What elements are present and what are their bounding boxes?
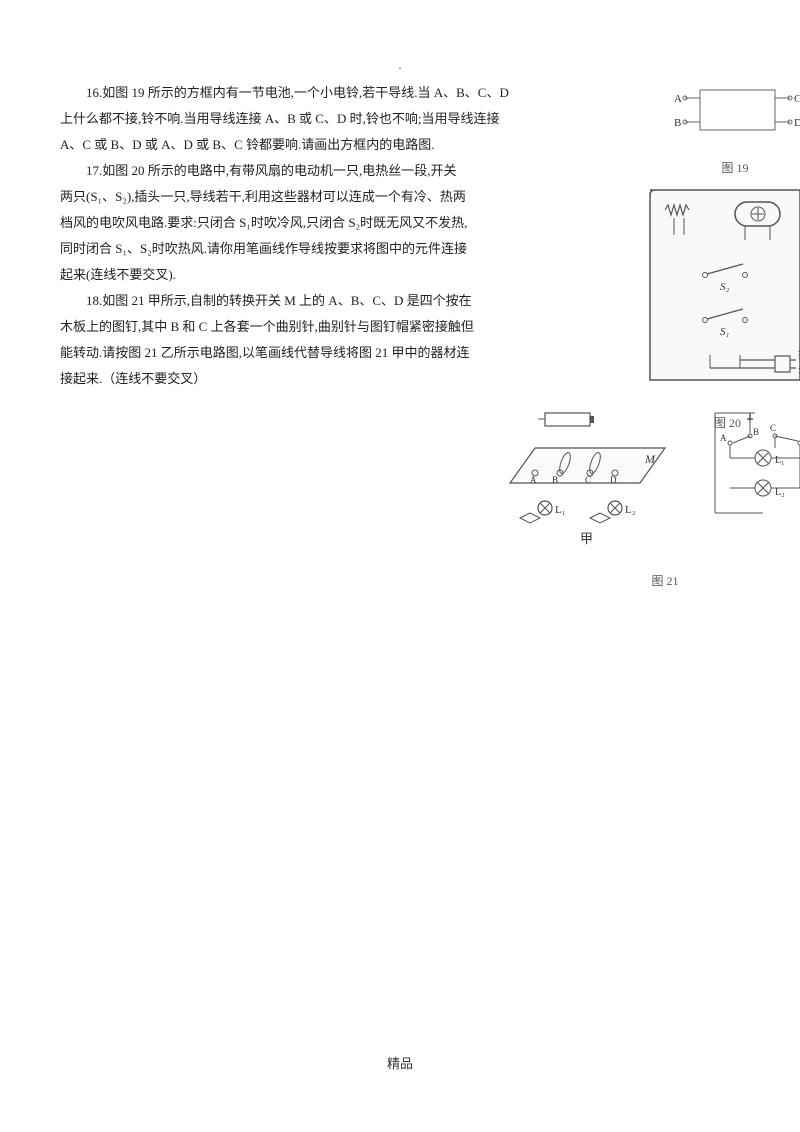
fig19-label-a: A	[674, 93, 682, 105]
q16-line1: 16.如图 19 所示的方框内有一节电池,一个小电铃,若干导线.当 A、B、C、…	[60, 80, 540, 106]
fig21-yi-b: B	[753, 427, 759, 437]
fig19-label-c: C	[794, 93, 800, 105]
figure-21: A B C D M L₁ L₂ 甲	[490, 408, 800, 589]
q18-line2: 木板上的图钉,其中 B 和 C 上各套一个曲别针,曲别针与图钉帽紧密接触但	[60, 314, 540, 340]
q17-line3: 档风的电吹风电路.要求:只闭合 S₁时吹冷风,只闭合 S₂时既无风又不发热,	[60, 210, 540, 236]
fig20-label-s2: S₂	[720, 281, 730, 293]
q18-line3: 能转动.请按图 21 乙所示电路图,以笔画线代替导线将图 21 甲中的器材连	[60, 340, 540, 366]
fig21-svg: A B C D M L₁ L₂ 甲	[490, 408, 800, 563]
q17-line2: 两只(S₁、S₂),插头一只,导线若干,利用这些器材可以连成一个有冷、热两	[60, 184, 540, 210]
fig19-label-b: B	[674, 117, 681, 129]
q17-line4: 同时闭合 S₁、S₂时吹热风.请你用笔画线作导线按要求将图中的元件连接	[60, 236, 540, 262]
fig21-jia-l1: L₁	[555, 504, 566, 516]
figure-19: A B C D 图 19	[670, 80, 800, 176]
fig21-jia-a: A	[530, 475, 537, 485]
fig21-jia-m: M	[644, 452, 656, 466]
q17-line1: 17.如图 20 所示的电路中,有带风扇的电动机一只,电热丝一段,开关	[60, 158, 540, 184]
fig19-caption: 图 19	[670, 159, 800, 176]
q18-line1: 18.如图 21 甲所示,自制的转换开关 M 上的 A、B、C、D 是四个按在	[60, 288, 540, 314]
fig21-yi-a: A	[720, 433, 727, 443]
q16-line2: 上什么都不接,铃不响.当用导线连接 A、B 或 C、D 时,铃也不响;当用导线连…	[60, 106, 540, 132]
figure-20: S₂ S₁ 插 头 图 20	[640, 180, 800, 431]
q16-line3: A、C 或 B、D 或 A、D 或 B、C 铃都要响.请画出方框内的电路图.	[60, 132, 540, 158]
fig19-label-d: D	[794, 117, 800, 129]
fig21-yi-l2: L₂	[775, 487, 785, 498]
fig19-svg: A B C D	[670, 80, 800, 150]
fig21-jia-l2: L₂	[625, 504, 636, 516]
fig21-yi-c: C	[770, 423, 776, 433]
fig21-jia-b: B	[552, 475, 558, 485]
fig21-jia-d: D	[610, 475, 617, 485]
page-footer: 精品	[0, 1053, 800, 1072]
q17-line5: 起来(连线不要交叉).	[60, 262, 540, 288]
fig20-svg: S₂ S₁ 插 头	[640, 180, 800, 405]
fig21-yi-l1: L₁	[775, 455, 785, 466]
fig21-caption: 图 21	[490, 572, 800, 589]
text-content: 16.如图 19 所示的方框内有一节电池,一个小电铃,若干导线.当 A、B、C、…	[60, 80, 540, 392]
content-wrapper: 16.如图 19 所示的方框内有一节电池,一个小电铃,若干导线.当 A、B、C、…	[60, 80, 740, 392]
fig20-label-s1: S₁	[720, 326, 730, 338]
q18-line4: 接起来.（连线不要交叉）	[60, 366, 540, 392]
fig21-jia-label: 甲	[580, 531, 593, 546]
page-header-dot: .	[60, 60, 740, 72]
fig21-jia-c: C	[585, 475, 591, 485]
